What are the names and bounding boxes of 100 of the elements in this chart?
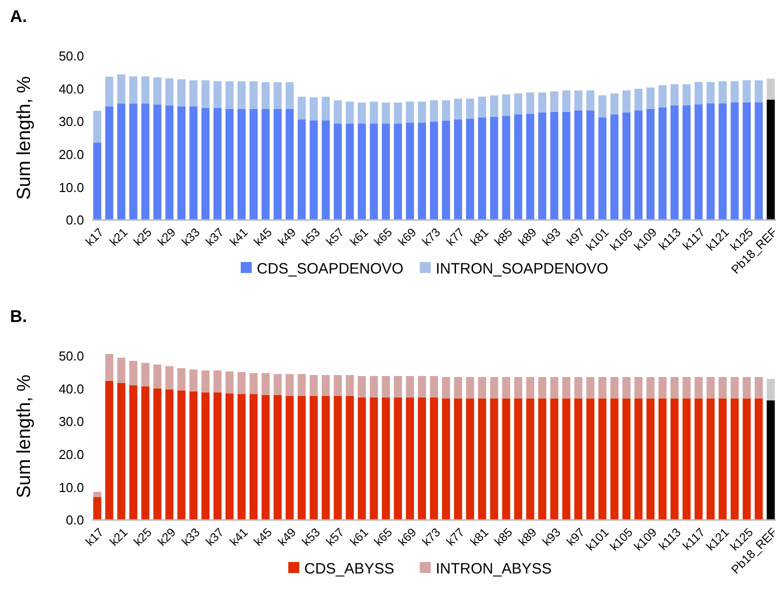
bar xyxy=(478,398,486,520)
bar xyxy=(286,108,294,220)
bar xyxy=(634,110,642,220)
bar xyxy=(766,78,775,100)
bar xyxy=(658,398,667,520)
bar xyxy=(610,398,618,520)
bar xyxy=(322,96,330,120)
bar xyxy=(730,398,739,520)
bar xyxy=(346,102,354,124)
x-tick-label: k29 xyxy=(154,224,179,249)
x-tick-label: k17 xyxy=(82,524,107,549)
bar xyxy=(189,80,198,107)
bar xyxy=(490,398,498,520)
x-tick-label: k21 xyxy=(106,224,131,249)
x-tick-label: k45 xyxy=(251,524,275,549)
bar xyxy=(370,124,378,220)
bar xyxy=(586,398,594,520)
bar xyxy=(189,106,198,220)
bar xyxy=(153,388,162,520)
bar xyxy=(562,90,570,112)
bar xyxy=(129,104,138,220)
chart-title: B. xyxy=(10,307,27,326)
bar xyxy=(394,397,402,520)
bar xyxy=(742,102,751,220)
bar xyxy=(274,108,282,220)
bar xyxy=(117,382,126,520)
bar xyxy=(670,105,679,220)
chart-title: A. xyxy=(10,7,27,26)
bar xyxy=(586,90,594,110)
bar xyxy=(502,94,510,116)
y-tick-label: 20.0 xyxy=(58,446,84,462)
bar xyxy=(129,76,138,104)
bar xyxy=(213,370,222,392)
bar xyxy=(165,366,174,390)
bar xyxy=(754,80,763,102)
bar xyxy=(538,92,546,112)
bar xyxy=(93,492,102,498)
bar xyxy=(93,110,102,143)
bar xyxy=(238,108,246,220)
y-tick-label: 10.0 xyxy=(58,180,84,195)
bar xyxy=(406,102,414,123)
bar xyxy=(370,397,378,520)
bar xyxy=(514,93,522,114)
bar xyxy=(718,376,727,398)
x-tick-label: k69 xyxy=(395,524,420,549)
bar xyxy=(262,108,270,220)
bar xyxy=(141,362,150,387)
x-tick-label: k61 xyxy=(347,524,372,549)
bar xyxy=(177,106,186,220)
y-tick-label: 20.0 xyxy=(58,146,84,162)
x-tick-label: k73 xyxy=(420,524,444,549)
y-tick-label: 40.0 xyxy=(58,381,84,396)
bar xyxy=(286,82,294,109)
bar xyxy=(382,124,390,220)
bar xyxy=(382,376,390,398)
y-tick-label: 40.0 xyxy=(58,81,84,96)
y-axis-title: Sum length, % xyxy=(14,76,35,200)
bar xyxy=(706,103,715,220)
bar xyxy=(238,394,246,520)
bar xyxy=(226,371,234,394)
bar xyxy=(189,391,198,520)
bar xyxy=(141,104,150,220)
bar xyxy=(406,376,414,398)
bar xyxy=(646,376,655,398)
bar xyxy=(165,78,174,106)
bar xyxy=(490,95,498,117)
bar xyxy=(105,354,114,381)
bar xyxy=(262,82,270,109)
bar xyxy=(634,376,642,398)
bar xyxy=(646,87,655,109)
bar xyxy=(238,372,246,394)
y-tick-label: 0.0 xyxy=(66,212,84,228)
bar xyxy=(262,395,270,520)
x-tick-label: k73 xyxy=(420,224,444,249)
bar xyxy=(141,76,150,104)
bar xyxy=(213,81,222,108)
x-tick-label: k69 xyxy=(395,224,420,249)
x-tick-label: k77 xyxy=(444,524,468,549)
x-tick-label: k37 xyxy=(203,224,227,249)
y-tick-label: 50.0 xyxy=(58,48,84,64)
bar xyxy=(153,104,162,220)
bar xyxy=(430,100,438,122)
bar xyxy=(201,108,210,220)
bar xyxy=(189,369,198,392)
bar xyxy=(346,124,354,220)
bar xyxy=(694,376,703,398)
legend-label: INTRON_ABYSS xyxy=(436,560,552,578)
bar xyxy=(754,398,763,520)
bar xyxy=(562,398,570,520)
bar xyxy=(418,102,426,123)
bar xyxy=(682,84,691,106)
x-tick-label: k45 xyxy=(251,224,275,249)
bar xyxy=(141,386,150,520)
bar xyxy=(586,110,594,220)
bar xyxy=(730,81,739,102)
bar xyxy=(670,376,679,398)
bar xyxy=(382,102,390,124)
x-tick-label: k33 xyxy=(178,224,203,249)
y-tick-label: 0.0 xyxy=(66,512,84,528)
bar xyxy=(177,79,186,107)
